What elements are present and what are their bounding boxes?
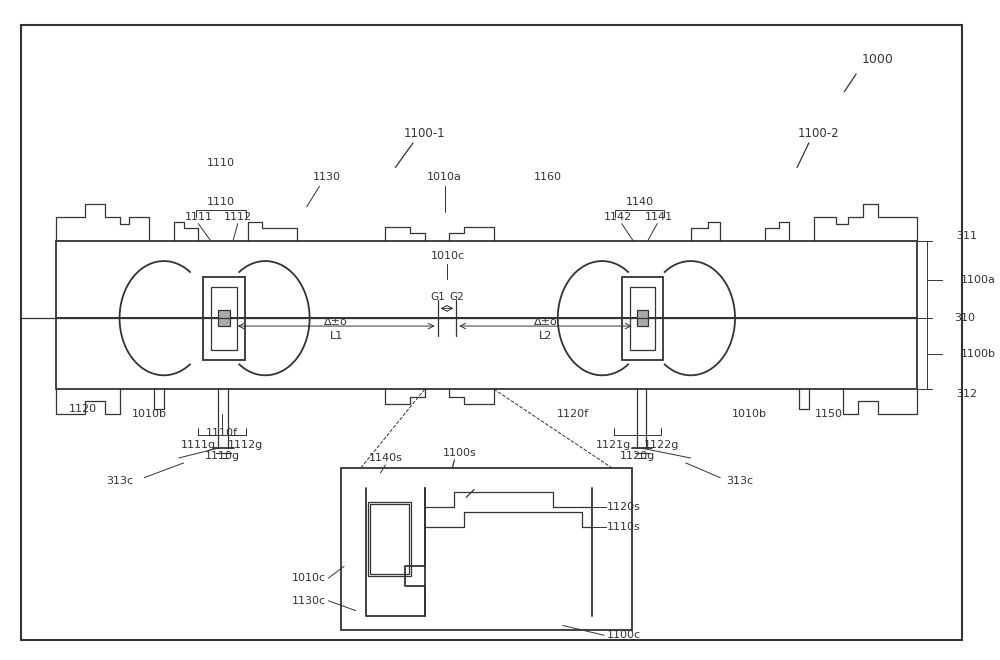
Text: 1140s: 1140s	[369, 453, 402, 463]
Text: 1120: 1120	[68, 404, 96, 414]
Text: 1010b: 1010b	[732, 409, 767, 418]
Text: 1160: 1160	[534, 172, 562, 182]
Bar	[203, 277, 245, 360]
Text: 1130c: 1130c	[292, 596, 326, 606]
Text: 1010c: 1010c	[430, 251, 465, 261]
Text: 1010a: 1010a	[427, 172, 462, 182]
Text: 1000: 1000	[862, 53, 894, 66]
Text: 1110g: 1110g	[204, 451, 240, 461]
Text: 1130: 1130	[312, 172, 340, 182]
Text: 313c: 313c	[106, 476, 133, 486]
Text: 1112: 1112	[224, 212, 252, 222]
Text: 1141: 1141	[645, 212, 673, 222]
Text: L2: L2	[539, 331, 553, 341]
Text: 1100a: 1100a	[961, 275, 995, 284]
Text: 1100-1: 1100-1	[404, 127, 446, 139]
Text: 1120s: 1120s	[607, 502, 641, 512]
Text: 1110: 1110	[207, 197, 235, 207]
Text: 1110f: 1110f	[206, 428, 238, 438]
Bar	[368, 502, 411, 576]
Text: 1120g: 1120g	[620, 451, 655, 461]
Bar	[622, 277, 663, 360]
Text: 1110s: 1110s	[607, 522, 641, 532]
Text: Δ±δ: Δ±δ	[534, 317, 558, 327]
Bar	[218, 310, 230, 326]
Text: 1150: 1150	[815, 409, 843, 418]
Text: L1: L1	[330, 331, 343, 341]
Text: 1010b: 1010b	[132, 409, 167, 418]
Bar	[211, 286, 237, 350]
Text: 313c: 313c	[726, 476, 754, 486]
Text: 1140: 1140	[625, 197, 654, 207]
Text: 1100s: 1100s	[442, 448, 476, 458]
Text: 1122g: 1122g	[643, 440, 679, 450]
Text: G2: G2	[449, 292, 464, 302]
Text: 1100c: 1100c	[607, 630, 641, 640]
Text: 1120f: 1120f	[556, 409, 589, 418]
Bar	[56, 242, 917, 318]
Bar	[341, 468, 632, 630]
Text: 1142: 1142	[604, 212, 632, 222]
Bar	[637, 310, 648, 326]
Text: 1100b: 1100b	[961, 348, 996, 358]
Bar	[630, 286, 655, 350]
Text: 312: 312	[957, 389, 978, 399]
Text: 1121g: 1121g	[596, 440, 632, 450]
Bar	[370, 504, 409, 574]
Text: Δ±δ: Δ±δ	[324, 317, 348, 327]
Text: 1010c: 1010c	[292, 573, 326, 583]
Bar	[56, 318, 917, 389]
Text: 1110: 1110	[207, 158, 235, 168]
Text: 310: 310	[955, 314, 976, 323]
Text: 1100-2: 1100-2	[798, 127, 840, 139]
Text: 1111g: 1111g	[181, 440, 216, 450]
Text: 311: 311	[957, 232, 978, 242]
Text: G1: G1	[430, 292, 445, 302]
Text: 1111: 1111	[184, 212, 212, 222]
Text: 1112g: 1112g	[228, 440, 263, 450]
